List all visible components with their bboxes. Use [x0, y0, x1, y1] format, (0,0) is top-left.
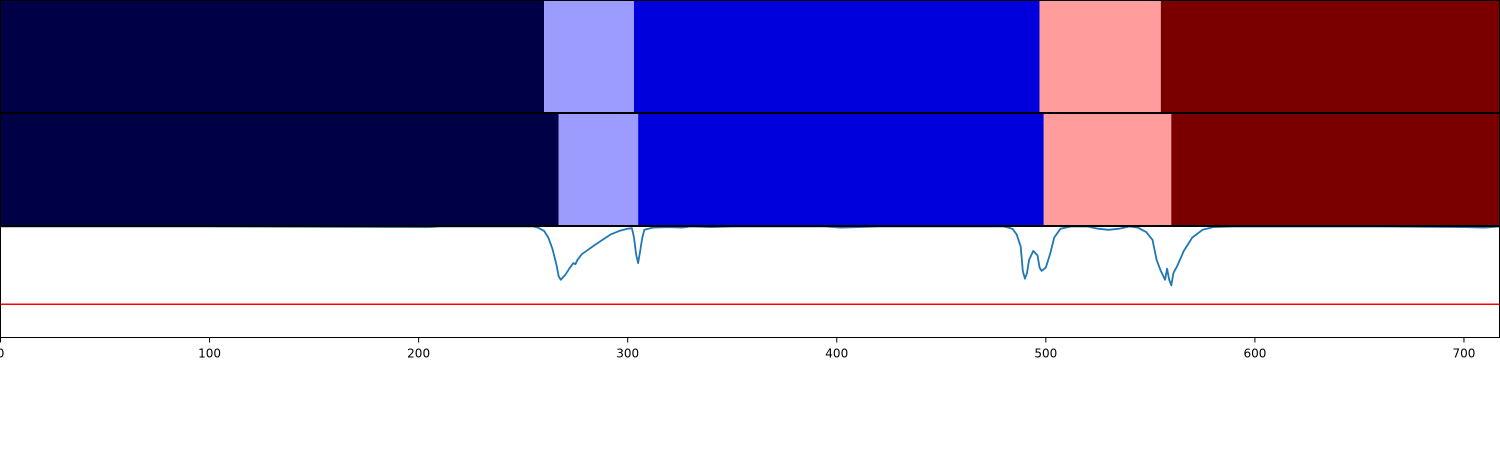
x-tick-label-100: 100 [198, 347, 221, 361]
x-tick-label-200: 200 [407, 347, 430, 361]
segment-row2-3 [638, 113, 1044, 226]
x-tick-label-700: 700 [1453, 347, 1476, 361]
signal-frame [0, 226, 1500, 338]
x-tick-label-500: 500 [1034, 347, 1057, 361]
segment-row1-1 [0, 0, 545, 113]
segment-row2-1 [0, 113, 559, 226]
x-tick-label-400: 400 [825, 347, 848, 361]
segment-row1-5 [1160, 0, 1500, 113]
x-tick-label-0: 0 [0, 347, 4, 361]
segment-row1-2 [544, 0, 634, 113]
segment-rows [0, 0, 1500, 226]
x-tick-label-300: 300 [616, 347, 639, 361]
signal-line [0, 225, 1500, 287]
signal-panel [0, 225, 1500, 305]
x-axis: 0 100 200 300 400 500 600 700 [0, 337, 1476, 361]
segment-row2-2 [558, 113, 639, 226]
segment-row2-5 [1171, 113, 1500, 226]
segment-row2-4 [1043, 113, 1172, 226]
segment-row1-4 [1039, 0, 1161, 113]
segment-row1-3 [633, 0, 1040, 113]
x-tick-label-600: 600 [1243, 347, 1266, 361]
